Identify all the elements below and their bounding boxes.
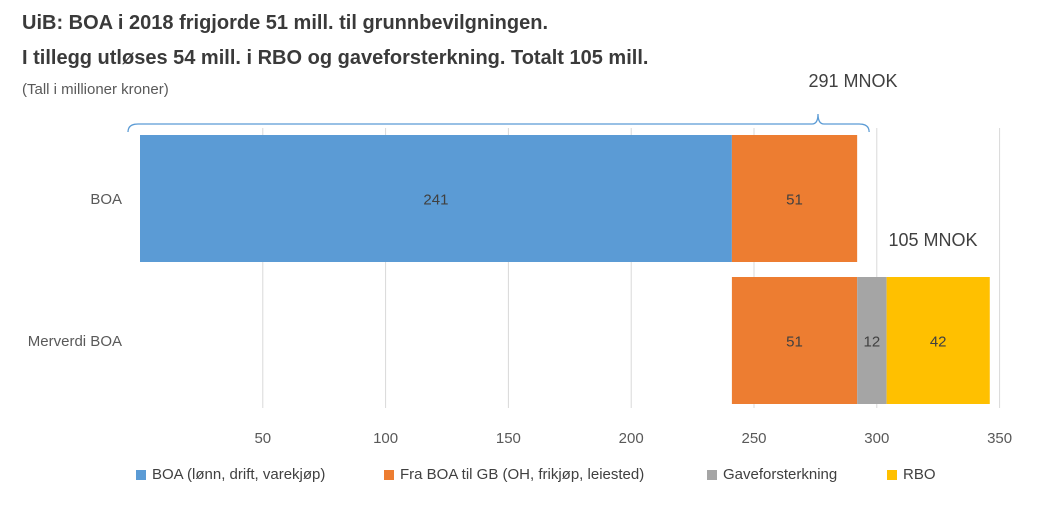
bar-segment — [886, 277, 990, 404]
x-tick-label: 300 — [864, 430, 889, 447]
legend-swatch — [707, 469, 717, 480]
data-label: 51 — [786, 192, 803, 209]
bar-segment — [731, 135, 858, 262]
x-tick-label: 250 — [741, 430, 766, 447]
x-tick-label: 200 — [619, 430, 644, 447]
total-label-merverdi: 105 MNOK — [888, 230, 977, 250]
legend-item: BOA (lønn, drift, varekjøp) — [136, 466, 325, 483]
chart-title-line1: UiB: BOA i 2018 frigjorde 51 mill. til g… — [22, 12, 548, 34]
chart-title-line2: I tillegg utløses 54 mill. i RBO og gave… — [22, 47, 649, 69]
x-tick-label: 350 — [987, 430, 1012, 447]
bar-segment — [857, 277, 887, 404]
legend-swatch — [136, 469, 146, 480]
chart-subtitle: (Tall i millioner kroner) — [22, 81, 169, 98]
data-label: 51 — [786, 334, 803, 351]
legend-item: RBO — [887, 466, 936, 483]
data-label: 12 — [864, 334, 881, 351]
bar-segment — [731, 277, 858, 404]
legend-label: RBO — [903, 466, 936, 483]
x-tick-label: 150 — [496, 430, 521, 447]
legend-label: Fra BOA til GB (OH, frikjøp, leiested) — [400, 466, 645, 483]
legend-swatch — [384, 469, 394, 480]
legend-item: Gaveforsterkning — [707, 466, 837, 483]
total-label-boa: 291 MNOK — [808, 71, 897, 91]
category-label: BOA — [90, 191, 122, 208]
x-tick-label: 100 — [373, 430, 398, 447]
chart-legend: BOA (lønn, drift, varekjøp) Fra BOA til G… — [0, 466, 1062, 488]
total-brace — [127, 113, 870, 133]
data-label: 42 — [930, 334, 947, 351]
x-tick-label: 50 — [254, 430, 271, 447]
legend-label: BOA (lønn, drift, varekjøp) — [152, 466, 326, 483]
bar-segment — [140, 135, 732, 262]
legend-label: Gaveforsterkning — [723, 466, 838, 483]
data-label: 241 — [423, 192, 448, 209]
legend-swatch — [887, 469, 897, 480]
legend-item: Fra BOA til GB (OH, frikjøp, leiested) — [384, 466, 644, 483]
category-label: Merverdi BOA — [28, 333, 122, 350]
